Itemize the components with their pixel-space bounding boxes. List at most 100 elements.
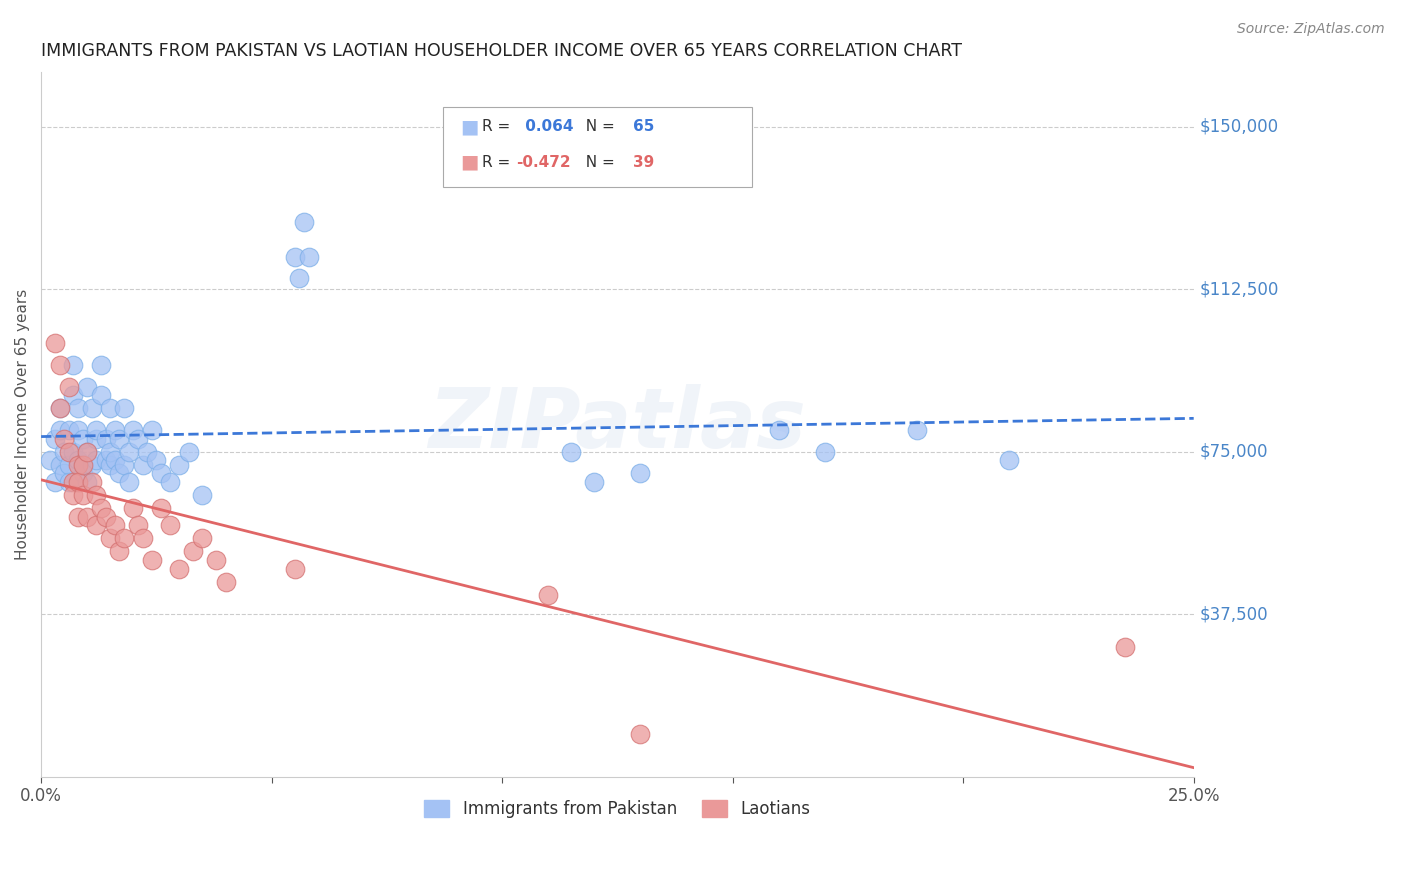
Point (86, 432, 108, 446)
Point (98, 458, 121, 472)
Point (181, 544, 204, 558)
Point (159, 475, 181, 489)
Point (104, 453, 127, 467)
Text: 0.064: 0.064 (520, 120, 574, 134)
Point (66, 453, 89, 467)
Point (108, 467, 131, 481)
Point (630, 467, 652, 481)
Point (159, 518, 181, 533)
Text: IMMIGRANTS FROM PAKISTAN VS LAOTIAN HOUSEHOLDER INCOME OVER 65 YEARS CORRELATION: IMMIGRANTS FROM PAKISTAN VS LAOTIAN HOUS… (41, 42, 962, 60)
Text: 65: 65 (633, 120, 654, 134)
Text: ■: ■ (460, 117, 478, 136)
Point (72, 432, 94, 446)
Text: -0.472: -0.472 (516, 155, 571, 169)
Point (90, 501, 112, 516)
Point (53, 432, 76, 446)
Point (905, 423, 928, 437)
Point (94, 509, 117, 524)
Point (122, 423, 145, 437)
Point (98, 532, 121, 546)
Point (72, 467, 94, 481)
Point (191, 488, 214, 502)
Point (58, 380, 80, 394)
Point (177, 444, 200, 458)
Point (112, 401, 135, 416)
Point (48, 423, 70, 437)
Text: N =: N = (576, 155, 620, 169)
Point (169, 458, 191, 472)
Point (122, 501, 145, 516)
Legend: Immigrants from Pakistan, Laotians: Immigrants from Pakistan, Laotians (418, 793, 817, 825)
Point (76, 475, 98, 489)
Point (108, 544, 131, 558)
Point (62, 388, 84, 402)
Point (537, 588, 560, 602)
Point (86, 423, 108, 437)
Point (297, 250, 319, 264)
Point (131, 532, 153, 546)
Text: R =: R = (482, 120, 516, 134)
Point (86, 453, 108, 467)
Text: ZIPatlas: ZIPatlas (429, 384, 807, 465)
Point (62, 475, 84, 489)
Text: R =: R = (482, 155, 516, 169)
Point (48, 358, 70, 372)
Point (90, 388, 112, 402)
Point (58, 458, 80, 472)
Point (104, 518, 127, 533)
Point (205, 553, 228, 567)
Point (86, 488, 108, 502)
Text: $150,000: $150,000 (1199, 118, 1278, 136)
Point (76, 444, 98, 458)
Point (118, 444, 141, 458)
Point (98, 444, 121, 458)
Point (560, 444, 582, 458)
Point (48, 401, 70, 416)
Point (62, 444, 84, 458)
Point (76, 509, 98, 524)
Text: $75,000: $75,000 (1199, 442, 1268, 461)
Point (53, 444, 76, 458)
Point (131, 458, 153, 472)
Point (66, 475, 89, 489)
Point (149, 467, 172, 481)
Point (58, 423, 80, 437)
Point (284, 562, 307, 576)
Point (583, 475, 606, 489)
Point (127, 432, 149, 446)
Point (66, 458, 89, 472)
Point (62, 488, 84, 502)
Point (998, 453, 1021, 467)
Point (630, 726, 652, 740)
Text: ■: ■ (460, 153, 478, 172)
Point (136, 444, 159, 458)
Point (58, 475, 80, 489)
Point (145, 453, 167, 467)
Point (191, 532, 214, 546)
Text: $112,500: $112,500 (1199, 280, 1279, 298)
Point (214, 574, 236, 589)
Point (98, 401, 121, 416)
Y-axis label: Householder Income Over 65 years: Householder Income Over 65 years (15, 289, 30, 560)
Point (169, 562, 191, 576)
Point (48, 401, 70, 416)
Point (292, 215, 315, 229)
Text: 39: 39 (633, 155, 654, 169)
Point (53, 467, 76, 481)
Point (66, 423, 89, 437)
Point (90, 358, 112, 372)
Point (62, 358, 84, 372)
Point (112, 458, 135, 472)
Point (814, 444, 837, 458)
Point (149, 501, 172, 516)
Point (1114, 640, 1136, 654)
Point (86, 518, 108, 533)
Point (44, 432, 66, 446)
Point (288, 271, 311, 285)
Point (118, 475, 141, 489)
Point (58, 444, 80, 458)
Point (80, 475, 103, 489)
Point (72, 458, 94, 472)
Point (72, 458, 94, 472)
Text: Source: ZipAtlas.com: Source: ZipAtlas.com (1237, 22, 1385, 37)
